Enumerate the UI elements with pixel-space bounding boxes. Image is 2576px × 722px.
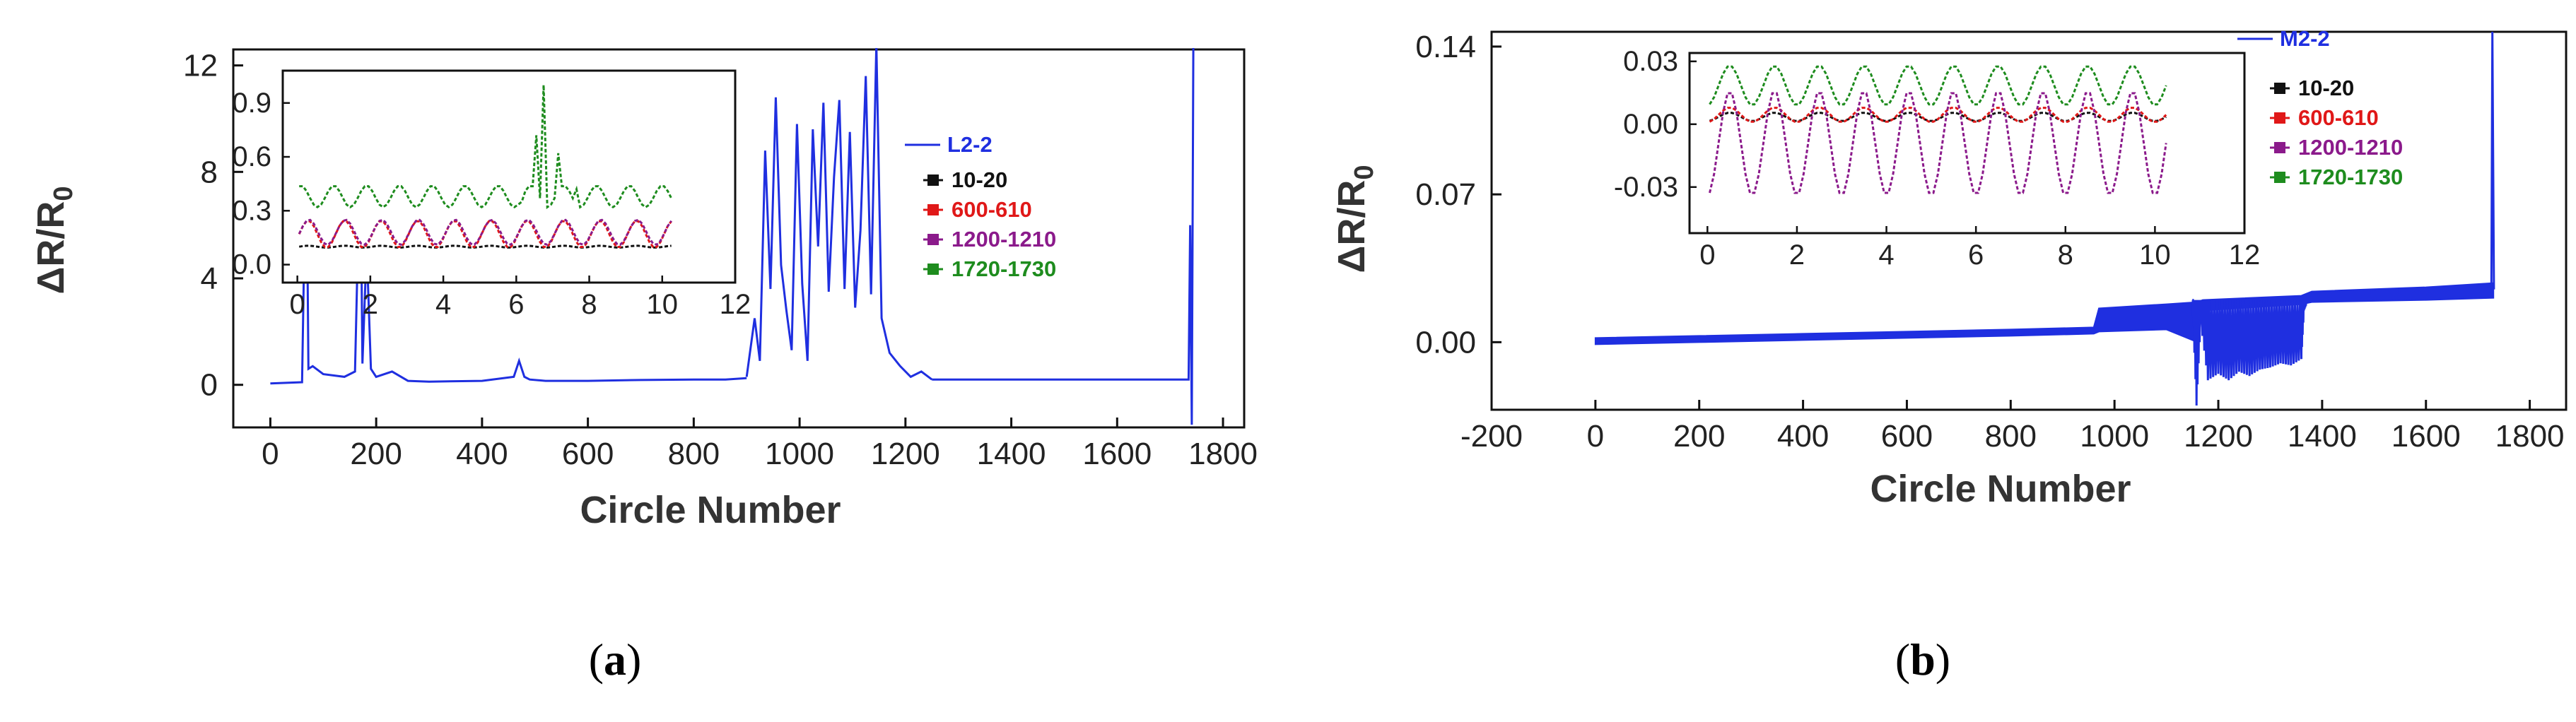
x-axis-title: Circle Number	[1870, 468, 2131, 510]
legend-marker-1720-1730	[927, 264, 939, 275]
inset-series-1720-1730	[299, 85, 673, 209]
inset-chart: 0 2 4 6 8 10 12 0.0 0.3 0.6 0.9	[232, 69, 751, 320]
legend-marker-600-610	[2274, 112, 2285, 124]
inset-series-600-610	[298, 220, 672, 248]
plot-frame	[1490, 30, 2568, 411]
y-axis-title: ΔR/R0	[30, 187, 78, 295]
y-tick-label: 12	[183, 49, 218, 83]
panel-caption: (a)	[589, 634, 642, 685]
legend-marker-1720-1730	[2274, 172, 2285, 183]
y-tick-label: 0.07	[1415, 177, 1476, 212]
legend-label-600-610: 600-610	[2298, 105, 2379, 130]
x-tick-label: 1800	[1188, 437, 1258, 471]
inset-y-tick-label: 0.9	[232, 88, 271, 119]
x-axis-title: Circle Number	[580, 489, 841, 531]
legend-marker-10-20	[927, 174, 939, 186]
inset-x-tick-label: 6	[1968, 239, 1984, 271]
legend-label-M2-2: M2-2	[2280, 26, 2330, 51]
x-tick-label: 1200	[871, 437, 940, 471]
inset-x-tick-label: 8	[581, 289, 597, 320]
inset-y-tick-label: 0.0	[232, 249, 271, 280]
plot-frame	[232, 48, 1246, 429]
x-tick-label: 0	[262, 437, 279, 471]
legend-marker-1200-1210	[927, 234, 939, 245]
inset-x-tick-label: 2	[1789, 239, 1805, 271]
inset-frame	[1688, 52, 2246, 235]
inset-x-tick-label: 10	[2139, 239, 2171, 271]
inset-chart: 0 2 4 6 8 10 12 0.03 0.00 -0.03	[1614, 46, 2260, 271]
legend-label-1720-1730: 1720-1730	[952, 256, 1056, 281]
inset-x-tick-label: 0	[1699, 239, 1715, 271]
legend-label-1200-1210: 1200-1210	[952, 227, 1056, 251]
inset-series-1720-1730	[1709, 65, 2167, 106]
inset-x-tick-label: 12	[720, 289, 751, 320]
inset-x-tick-label: 0	[290, 289, 305, 320]
series-line-L2-2	[270, 124, 747, 385]
x-tick-label: 1400	[977, 437, 1046, 471]
x-tick-label: 200	[1673, 419, 1725, 454]
x-tick-label: 1000	[765, 437, 834, 471]
inset-series-1200-1210	[1709, 92, 2167, 194]
inset-y-tick-label: 0.6	[232, 141, 271, 172]
inset-series-1200-1210	[298, 218, 672, 246]
x-tick-label: 0	[1587, 419, 1604, 454]
inset-x-tick-label: 6	[508, 289, 524, 320]
inset-x-tick-label: 8	[2058, 239, 2073, 271]
x-tick-label: 600	[562, 437, 614, 471]
series-line-L2-2	[745, 48, 933, 381]
legend-label-1200-1210: 1200-1210	[2298, 135, 2403, 160]
y-tick-label: 4	[201, 261, 218, 296]
y-axis-title: ΔR/R0	[1330, 165, 1379, 273]
series-spike-M2-2	[2490, 31, 2495, 290]
x-tick-label: 600	[1881, 419, 1933, 454]
legend-marker-10-20	[2274, 83, 2285, 94]
legend-marker-1200-1210	[2274, 142, 2285, 153]
x-tick-label: 400	[1777, 419, 1829, 454]
inset-x-tick-label: 4	[435, 289, 451, 320]
inset-y-tick-label: -0.03	[1614, 172, 1678, 203]
legend-label-10-20: 10-20	[2298, 76, 2354, 100]
x-tick-label: 800	[1985, 419, 2037, 454]
x-tick-label: 1600	[1082, 437, 1152, 471]
legend-marker-600-610	[927, 204, 939, 215]
inset-frame	[281, 69, 737, 284]
x-tick-label: 1200	[2184, 419, 2253, 454]
chart-panel-a: 0 200 400 600 800 1000 1200 1400 1600 1800 0 4 8 12 Ci…	[30, 48, 1258, 685]
inset-y-tick-label: 0.3	[232, 195, 271, 226]
legend-label-10-20: 10-20	[952, 167, 1007, 192]
x-tick-label: 1600	[2391, 419, 2461, 454]
x-tick-label: 200	[350, 437, 402, 471]
inset-x-tick-label: 2	[363, 289, 378, 320]
legend-label-1720-1730: 1720-1730	[2298, 165, 2403, 189]
legend-label-L2-2: L2-2	[947, 132, 993, 157]
legend-label-600-610: 600-610	[952, 197, 1032, 222]
inset-y-tick-label: 0.03	[1623, 46, 1678, 77]
x-tick-label: 1800	[2495, 419, 2565, 454]
y-tick-label: 0.00	[1415, 325, 1476, 360]
x-tick-label: -200	[1460, 419, 1523, 454]
inset-y-tick-label: 0.00	[1623, 109, 1678, 140]
x-tick-label: 400	[456, 437, 508, 471]
panel-caption: (b)	[1895, 634, 1950, 685]
inset-x-tick-label: 10	[647, 289, 679, 320]
y-tick-label: 8	[201, 155, 218, 189]
main-series-group	[270, 48, 1195, 425]
x-tick-label: 1400	[2288, 419, 2357, 454]
chart-panel-b: -200 0 200 400 600 800 1000 1200 1400 1600 1800 0.0…	[1330, 26, 2568, 685]
x-tick-label: 1000	[2080, 419, 2149, 454]
x-tick-label: 800	[668, 437, 720, 471]
series-line-L2-2	[932, 48, 1195, 425]
inset-x-tick-label: 4	[1878, 239, 1894, 271]
main-series-group	[1594, 31, 2495, 406]
series-band-M2-2	[1594, 282, 2495, 345]
y-tick-label: 0	[201, 368, 218, 403]
inset-x-tick-label: 12	[2229, 239, 2261, 271]
y-tick-label: 0.14	[1415, 30, 1476, 64]
series-dips-M2-2	[2191, 299, 2307, 406]
inset-series-600-610	[1709, 107, 2167, 123]
